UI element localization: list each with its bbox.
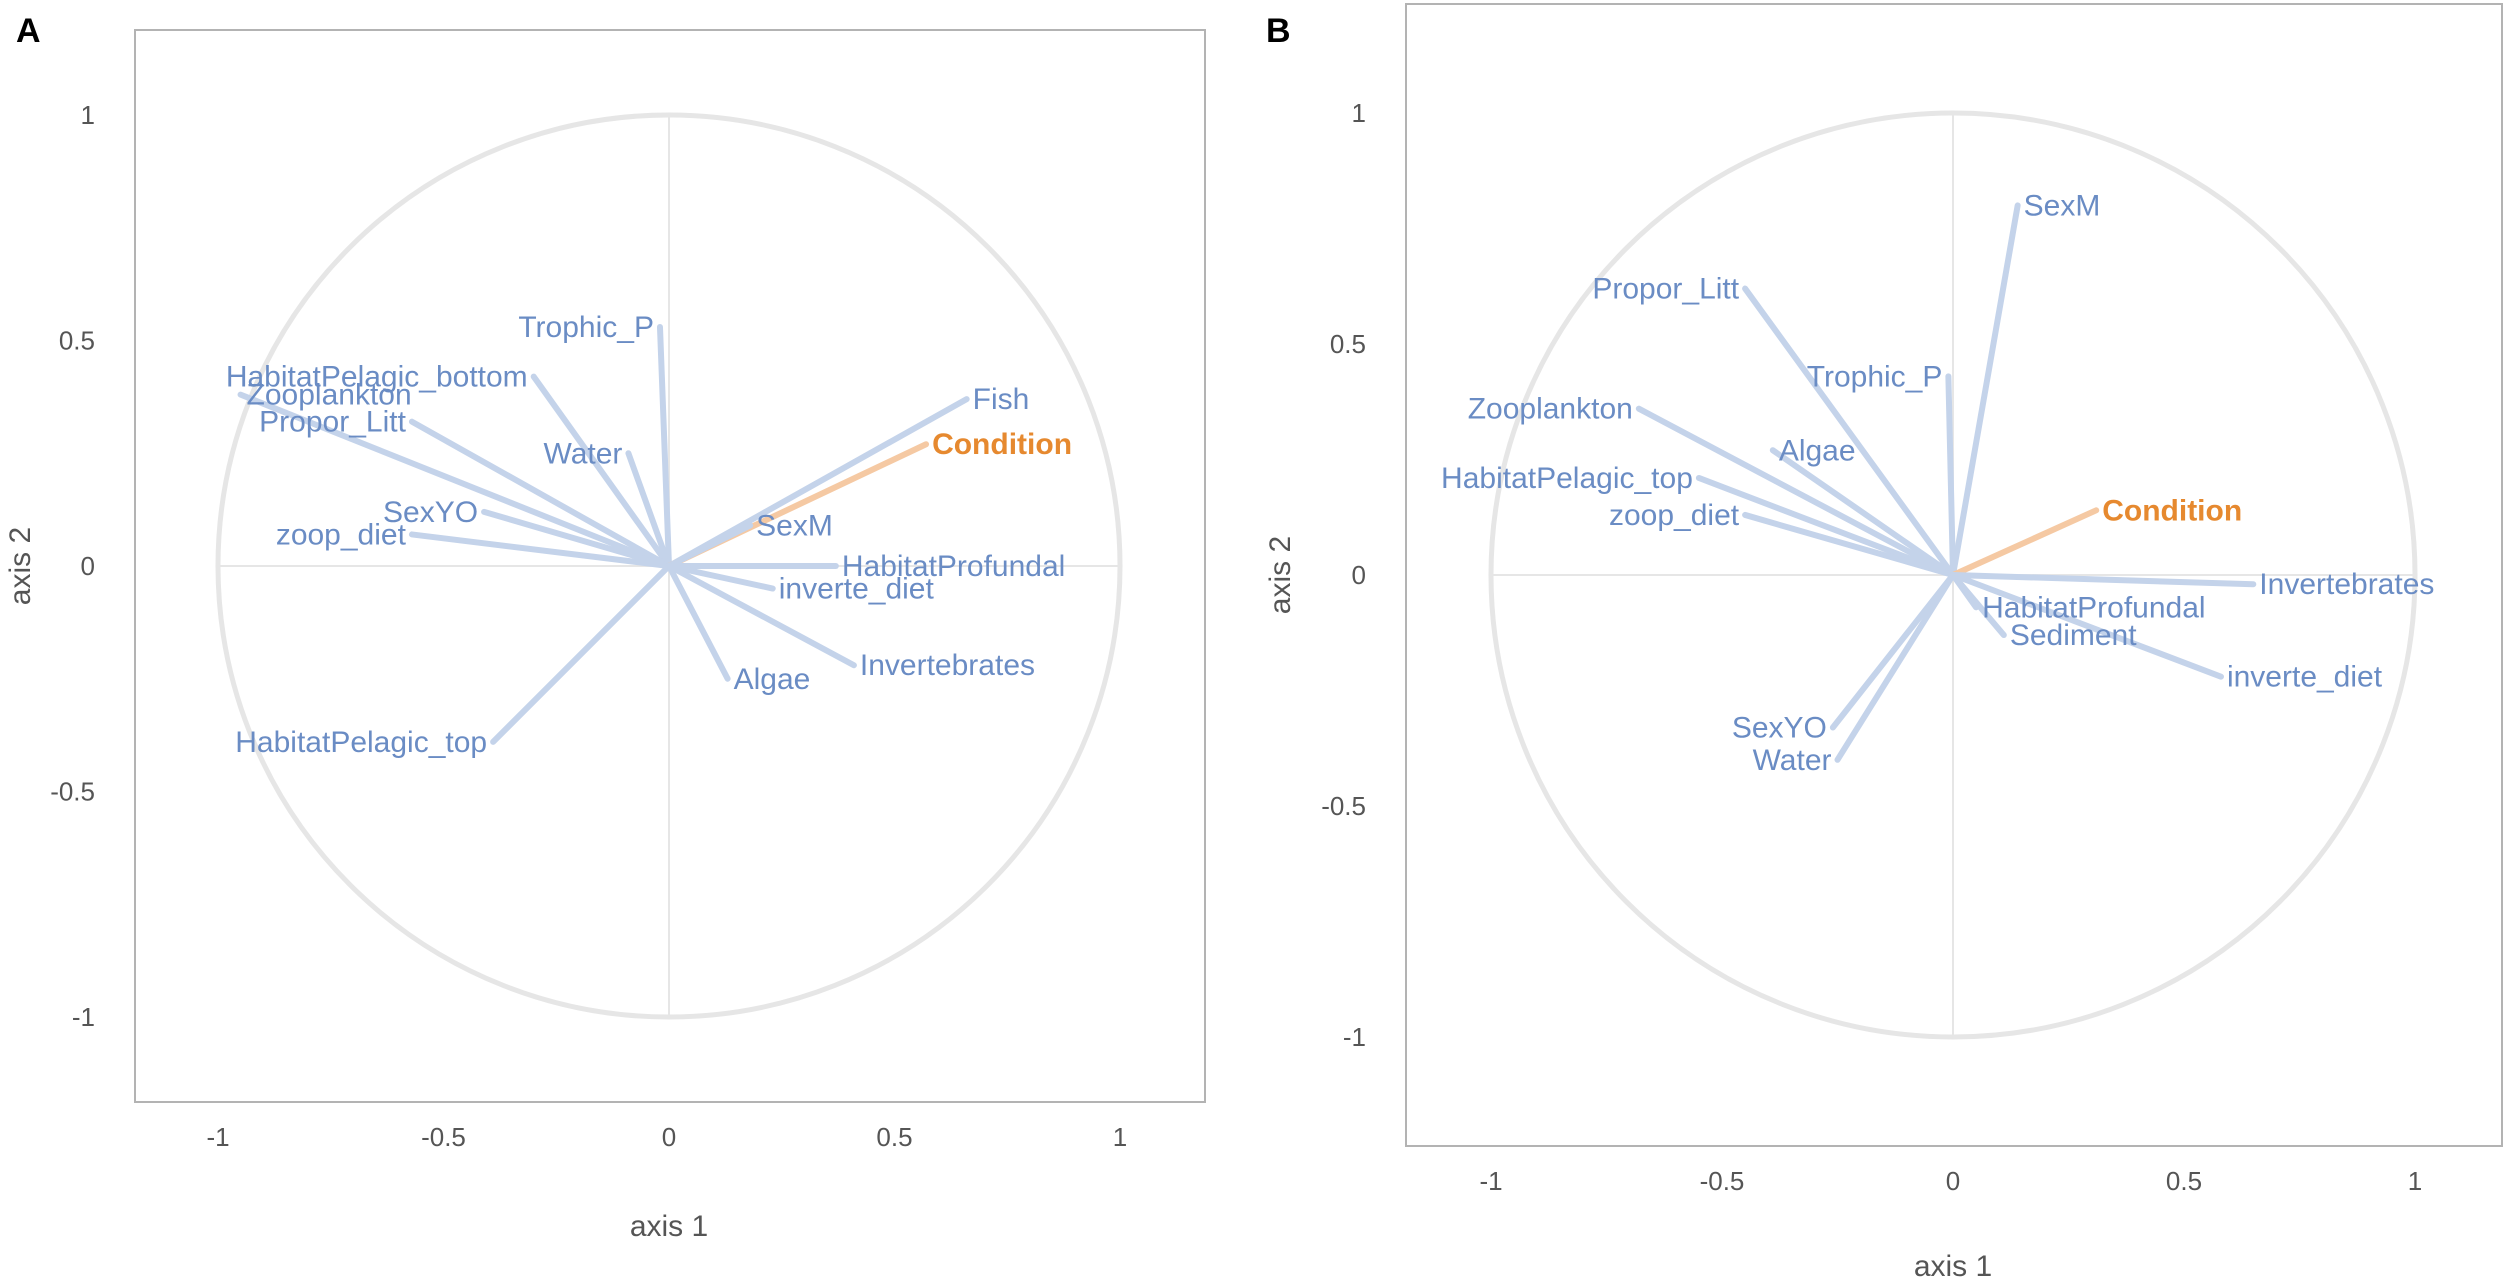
variable-label-Zooplankton: Zooplankton	[247, 379, 412, 412]
axes-b: -1 -0.5 0 0.5 1 -1 -0.5 0 0.5 1	[1321, 98, 2422, 1196]
y-tick-label-b: -0.5	[1321, 791, 1366, 821]
vector-Zooplankton	[237, 391, 672, 569]
y-tick-label-a: -1	[72, 1002, 95, 1032]
vector-Propor_Litt	[408, 418, 672, 569]
panel-letter-a: A	[16, 12, 41, 50]
variable-labels-a: Trophic_P HabitatPelagic_bottomZooplankto…	[226, 311, 1072, 759]
plot-frame-b	[1405, 3, 2503, 1147]
y-axis-title-a: axis 2	[4, 527, 37, 605]
variable-label-HabitatProfundal: HabitatProfundal	[1982, 591, 2205, 624]
vector-Invertebrates	[1950, 572, 2257, 588]
variable-label-inverte_diet: inverte_diet	[2227, 661, 2383, 694]
variable-label-Condition: Condition	[932, 428, 1072, 461]
vector-Condition	[1950, 507, 2100, 578]
vector-Zooplankton	[1635, 405, 1956, 578]
variable-label-Invertebrates: Invertebrates	[2259, 568, 2434, 601]
variable-label-zoop_diet: zoop_diet	[276, 518, 407, 551]
vector-Water	[625, 450, 672, 569]
vector-zoop_diet	[1742, 511, 1956, 578]
x-axis-title-a: axis 1	[630, 1210, 708, 1243]
vector-zoop_diet	[408, 531, 672, 569]
vector-SexYO	[1829, 572, 1956, 731]
y-tick-label-a: 1	[81, 100, 95, 130]
x-tick-label-b: 0	[1946, 1166, 1960, 1196]
variable-label-HabitatPelagic_bottom: HabitatPelagic_bottom	[226, 361, 528, 394]
variable-label-HabitatPelagic_top: HabitatPelagic_top	[235, 726, 487, 759]
vector-Propor_Litt	[1742, 285, 1956, 578]
variable-label-Trophic_P: Trophic_P	[518, 311, 654, 344]
vector-inverte_diet	[1950, 572, 2224, 680]
variable-label-HabitatPelagic_top: HabitatPelagic_top	[1441, 462, 1693, 495]
vector-Trophic_P	[656, 323, 672, 569]
y-tick-label-b: 0	[1352, 560, 1366, 590]
axes-a: -1 -0.5 0 0.5 1 -1 -0.5 0 0.5 1	[50, 100, 1127, 1152]
variable-label-Propor_Litt: Propor_Litt	[259, 406, 406, 439]
vector-inverte_diet	[666, 563, 776, 592]
variable-label-Water: Water	[1753, 744, 1832, 777]
y-tick-label-b: 0.5	[1330, 329, 1366, 359]
vector-SexM	[1950, 202, 2021, 578]
vector-HabitatPelagic_top	[1695, 474, 1956, 578]
variable-labels-b: SexM Propor_Litt Trophic_P Zooplankton Algae…	[1441, 189, 2434, 776]
x-tick-label-a: -0.5	[421, 1122, 466, 1152]
vector-HabitatPelagic_top	[490, 563, 672, 745]
vector-Algae	[666, 563, 731, 682]
y-tick-label-b: 1	[1352, 98, 1366, 128]
panel-b: B -1 -0.5 0 0.5 1 -1 -0.5 0 0.5 1 SexM Propor_Litt…	[1264, 3, 2503, 1282]
y-tick-label-a: 0	[81, 551, 95, 581]
y-tick-label-a: 0.5	[59, 326, 95, 356]
variable-label-Algae: Algae	[1779, 434, 1856, 467]
variable-label-SexYO: SexYO	[1732, 711, 1827, 744]
variable-label-Condition: Condition	[2102, 494, 2242, 527]
x-tick-label-a: 0.5	[876, 1122, 912, 1152]
vector-SexYO	[481, 508, 672, 569]
variable-label-zoop_diet: zoop_diet	[1609, 499, 1740, 532]
variable-label-Fish: Fish	[973, 383, 1030, 416]
plot-frame-a	[134, 29, 1206, 1103]
vector-SexM	[666, 522, 754, 569]
vector-Algae	[1769, 447, 1956, 578]
y-tick-label-b: -1	[1343, 1022, 1366, 1052]
x-tick-label-a: -1	[206, 1122, 229, 1152]
x-tick-label-b: 1	[2408, 1166, 2422, 1196]
variable-label-Invertebrates: Invertebrates	[860, 649, 1035, 682]
vector-Sediment	[1950, 572, 2007, 639]
panel-a: A -1 -0.5 0 0.5 1 -1 -0.5 0 0.5 1 Trophic_P Habita…	[4, 12, 1206, 1243]
variable-label-SexM: SexM	[2024, 189, 2101, 222]
vector-Trophic_P	[1945, 373, 1956, 578]
vectors-a	[237, 323, 970, 745]
vector-Invertebrates	[666, 563, 857, 669]
variable-label-Sediment: Sediment	[2010, 619, 2137, 652]
variable-label-SexM: SexM	[756, 509, 833, 542]
variable-label-SexYO: SexYO	[383, 496, 478, 529]
variable-label-Water: Water	[544, 437, 623, 470]
x-tick-label-b: -0.5	[1700, 1166, 1745, 1196]
x-tick-label-a: 1	[1113, 1122, 1127, 1152]
x-tick-label-a: 0	[662, 1122, 676, 1152]
y-axis-title-b: axis 2	[1264, 536, 1297, 614]
vector-HabitatPelagic_bottom	[530, 373, 672, 569]
panel-letter-b: B	[1266, 12, 1291, 50]
variable-label-Propor_Litt: Propor_Litt	[1592, 273, 1739, 306]
x-tick-label-b: -1	[1479, 1166, 1502, 1196]
variable-label-Trophic_P: Trophic_P	[1807, 360, 1943, 393]
x-axis-title-b: axis 1	[1914, 1250, 1992, 1282]
variable-label-Algae: Algae	[734, 663, 811, 696]
vector-Water	[1834, 572, 1956, 763]
variable-label-inverte_diet: inverte_diet	[779, 573, 935, 606]
variable-label-HabitatProfundal: HabitatProfundal	[842, 550, 1065, 583]
vectors-b	[1635, 202, 2257, 763]
y-tick-label-a: -0.5	[50, 777, 95, 807]
x-tick-label-b: 0.5	[2166, 1166, 2202, 1196]
variable-label-Zooplankton: Zooplankton	[1468, 393, 1633, 426]
